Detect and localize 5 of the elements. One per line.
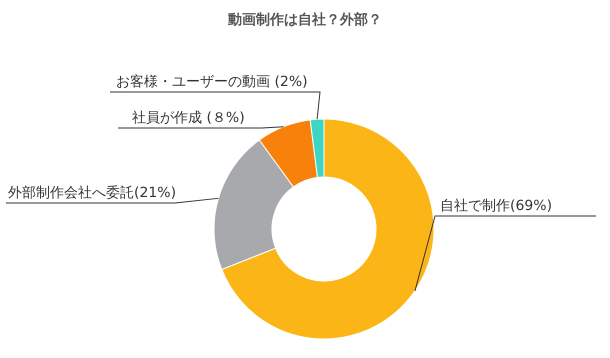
slice-label: お客様・ユーザーの動画 (2%) (116, 74, 308, 90)
slice-label: 社員が作成 (８%) (132, 110, 245, 126)
slice-label: 自社で制作(69%) (440, 198, 552, 214)
chart-title: 動画制作は自社？外部？ (227, 11, 382, 28)
slice-label: 外部制作会社へ委託(21%) (8, 185, 176, 201)
